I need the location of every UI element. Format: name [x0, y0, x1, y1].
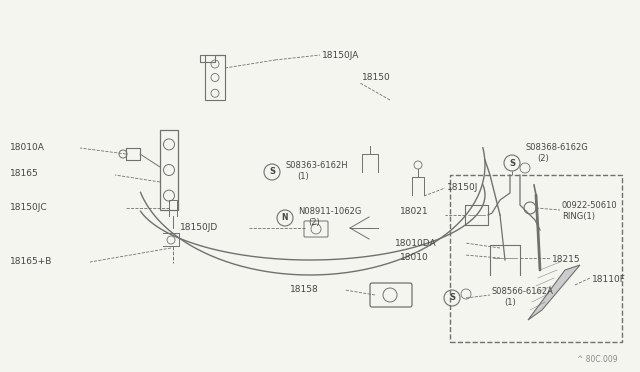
Text: 18158: 18158: [290, 285, 319, 295]
Text: S: S: [269, 167, 275, 176]
Text: 00922-50610: 00922-50610: [562, 202, 618, 211]
Polygon shape: [528, 265, 580, 320]
Text: RING(1): RING(1): [562, 212, 595, 221]
Text: 18010A: 18010A: [10, 144, 45, 153]
Bar: [160, 130, 178, 210]
Text: (2): (2): [308, 218, 320, 228]
Text: S: S: [509, 158, 515, 167]
Text: ^ 80C.009: ^ 80C.009: [577, 355, 618, 364]
Bar: [450, 175, 622, 342]
Text: 18021: 18021: [400, 208, 429, 217]
Text: 18215: 18215: [552, 256, 580, 264]
Text: 18150J: 18150J: [447, 183, 478, 192]
Text: N08911-1062G: N08911-1062G: [298, 208, 362, 217]
Text: 18010: 18010: [400, 253, 429, 263]
Text: 18110F: 18110F: [592, 276, 626, 285]
Text: 18150JD: 18150JD: [180, 224, 218, 232]
Text: S08368-6162G: S08368-6162G: [525, 144, 588, 153]
Text: 18150: 18150: [362, 74, 391, 83]
Bar: [205, 55, 225, 100]
Text: 18165+B: 18165+B: [10, 257, 52, 266]
Text: (1): (1): [504, 298, 516, 308]
Text: 18150JC: 18150JC: [10, 203, 47, 212]
Text: 18150JA: 18150JA: [322, 51, 360, 60]
Text: S08566-6162A: S08566-6162A: [492, 288, 554, 296]
Text: S: S: [449, 294, 455, 302]
Text: (1): (1): [297, 171, 308, 180]
Text: N: N: [282, 214, 288, 222]
Text: 18165: 18165: [10, 169, 39, 177]
Text: S08363-6162H: S08363-6162H: [285, 160, 348, 170]
Text: 18010DA: 18010DA: [395, 238, 436, 247]
Text: (2): (2): [537, 154, 548, 164]
